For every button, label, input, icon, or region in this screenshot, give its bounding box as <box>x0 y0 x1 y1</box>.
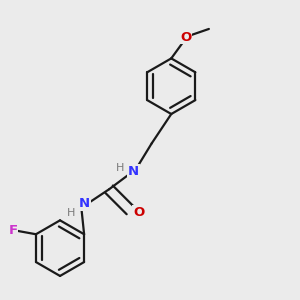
Text: O: O <box>133 206 144 219</box>
Text: F: F <box>8 224 18 238</box>
Text: N: N <box>79 197 90 211</box>
Text: O: O <box>180 31 192 44</box>
Text: H: H <box>116 163 124 173</box>
Text: N: N <box>128 165 139 178</box>
Text: H: H <box>67 208 76 218</box>
